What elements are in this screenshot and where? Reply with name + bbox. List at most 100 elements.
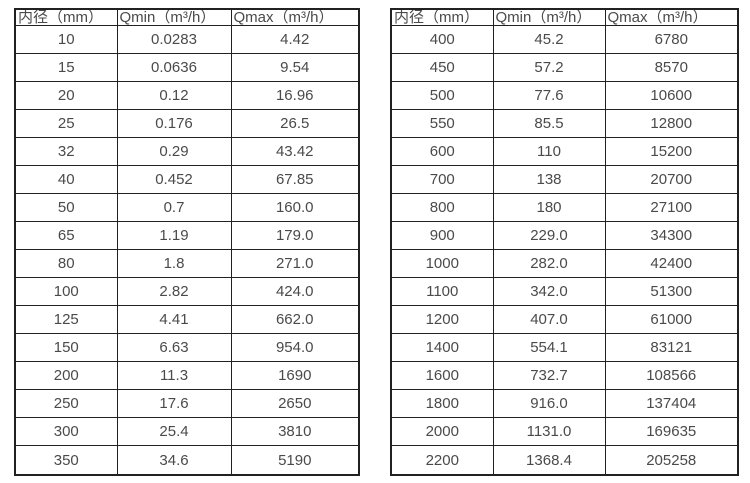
table-row: 2200 1368.4 205258: [390, 445, 739, 476]
table-cell: 0.0636: [116, 53, 232, 83]
table-cell: 169635: [604, 417, 739, 447]
table-row: 40 0.452 67.85: [14, 165, 360, 195]
table-row: 550 85.5 12800: [390, 109, 739, 139]
table-row: 25 0.176 26.5: [14, 109, 360, 139]
table-cell: 1.8: [116, 249, 232, 279]
table-row: 32 0.29 43.42: [14, 137, 360, 167]
table-cell: 26.5: [230, 109, 360, 139]
table-cell: 2200: [390, 445, 494, 476]
table-cell: 180: [492, 193, 606, 223]
table-cell: 4.41: [116, 305, 232, 335]
table-cell: 15: [14, 53, 118, 83]
table-cell: 450: [390, 53, 494, 83]
table-cell: 137404: [604, 389, 739, 419]
table-cell: 160.0: [230, 193, 360, 223]
table-cell: 83121: [604, 333, 739, 363]
table-cell: 34300: [604, 221, 739, 251]
table-row: 2000 1131.0 169635: [390, 417, 739, 447]
column-header: Qmin（m³/h）: [492, 8, 606, 26]
table-cell: 0.29: [116, 137, 232, 167]
table-cell: 61000: [604, 305, 739, 335]
table-row: 15 0.0636 9.54: [14, 53, 360, 83]
table-cell: 1690: [230, 361, 360, 391]
table-cell: 20: [14, 81, 118, 111]
table-cell: 954.0: [230, 333, 360, 363]
table-cell: 138: [492, 165, 606, 195]
table-cell: 27100: [604, 193, 739, 223]
table-row: 150 6.63 954.0: [14, 333, 360, 363]
table-row: 1100 342.0 51300: [390, 277, 739, 307]
table-cell: 50: [14, 193, 118, 223]
table-cell: 40: [14, 165, 118, 195]
table-cell: 67.85: [230, 165, 360, 195]
table-cell: 17.6: [116, 389, 232, 419]
table-row: 80 1.8 271.0: [14, 249, 360, 279]
table-row: 500 77.6 10600: [390, 81, 739, 111]
column-header: Qmax（m³/h）: [230, 8, 360, 26]
table-cell: 400: [390, 24, 494, 55]
table-cell: 1.19: [116, 221, 232, 251]
column-header: Qmin（m³/h）: [116, 8, 232, 26]
table-cell: 10600: [604, 81, 739, 111]
table-cell: 1600: [390, 361, 494, 391]
table-row: 700 138 20700: [390, 165, 739, 195]
table-row: 800 180 27100: [390, 193, 739, 223]
table-cell: 250: [14, 389, 118, 419]
table-cell: 271.0: [230, 249, 360, 279]
table-cell: 205258: [604, 445, 739, 476]
table-cell: 57.2: [492, 53, 606, 83]
table-cell: 1800: [390, 389, 494, 419]
table-cell: 25: [14, 109, 118, 139]
table-cell: 15200: [604, 137, 739, 167]
table-row: 50 0.7 160.0: [14, 193, 360, 223]
table-row: 1600 732.7 108566: [390, 361, 739, 391]
table-cell: 150: [14, 333, 118, 363]
table-cell: 9.54: [230, 53, 360, 83]
table-cell: 700: [390, 165, 494, 195]
table-cell: 1000: [390, 249, 494, 279]
table-cell: 200: [14, 361, 118, 391]
table-cell: 100: [14, 277, 118, 307]
table-cell: 6780: [604, 24, 739, 55]
table-cell: 11.3: [116, 361, 232, 391]
table-cell: 80: [14, 249, 118, 279]
table-row: 300 25.4 3810: [14, 417, 360, 447]
table-row: 1200 407.0 61000: [390, 305, 739, 335]
table-cell: 282.0: [492, 249, 606, 279]
table-row: 65 1.19 179.0: [14, 221, 360, 251]
header-row: 内径（mm） Qmin（m³/h） Qmax（m³/h）: [390, 8, 739, 26]
table-cell: 43.42: [230, 137, 360, 167]
table-cell: 42400: [604, 249, 739, 279]
table-cell: 77.6: [492, 81, 606, 111]
column-header: 内径（mm）: [390, 8, 494, 26]
table-cell: 110: [492, 137, 606, 167]
table-cell: 1368.4: [492, 445, 606, 476]
table-cell: 25.4: [116, 417, 232, 447]
table-cell: 2.82: [116, 277, 232, 307]
table-cell: 32: [14, 137, 118, 167]
table-cell: 16.96: [230, 81, 360, 111]
table-cell: 800: [390, 193, 494, 223]
table-cell: 179.0: [230, 221, 360, 251]
table-cell: 350: [14, 445, 118, 476]
table-row: 1800 916.0 137404: [390, 389, 739, 419]
table-row: 20 0.12 16.96: [14, 81, 360, 111]
table-row: 100 2.82 424.0: [14, 277, 360, 307]
table-row: 400 45.2 6780: [390, 24, 739, 55]
table-cell: 3810: [230, 417, 360, 447]
table-cell: 65: [14, 221, 118, 251]
table-cell: 108566: [604, 361, 739, 391]
table-row: 200 11.3 1690: [14, 361, 360, 391]
table-cell: 2000: [390, 417, 494, 447]
table-cell: 125: [14, 305, 118, 335]
table-cell: 407.0: [492, 305, 606, 335]
table-cell: 1131.0: [492, 417, 606, 447]
table-cell: 600: [390, 137, 494, 167]
table-cell: 8570: [604, 53, 739, 83]
table-cell: 4.42: [230, 24, 360, 55]
table-row: 10 0.0283 4.42: [14, 24, 360, 55]
table-cell: 0.176: [116, 109, 232, 139]
table-row: 900 229.0 34300: [390, 221, 739, 251]
column-header: 内径（mm）: [14, 8, 118, 26]
